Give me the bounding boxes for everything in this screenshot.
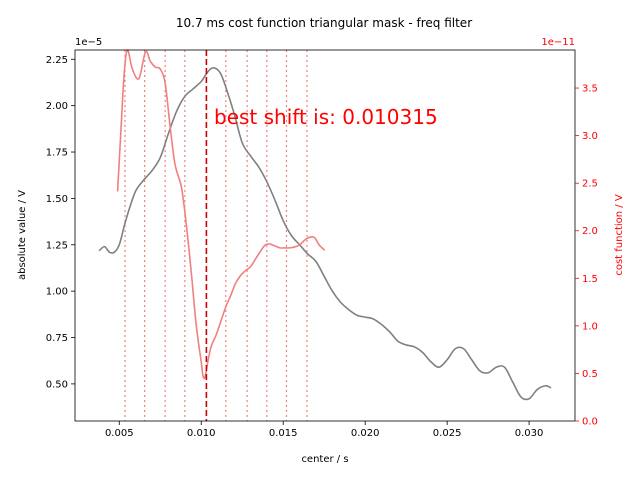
- y-left-axis-label: absolute value / V: [17, 190, 28, 280]
- x-axis-label: center / s: [301, 454, 348, 465]
- cost-function-line: [116, 49, 325, 380]
- y-left-tick-label-3: 1.25: [46, 240, 68, 251]
- y-left-tick-label-2: 1.00: [46, 287, 68, 298]
- mask-lines: [124, 50, 308, 421]
- y-right-tick-label-0: 0.0: [582, 417, 598, 428]
- x-tick-label-4: 0.025: [433, 428, 462, 439]
- y-left-tick-label-0: 0.50: [46, 379, 68, 390]
- chart-title: 10.7 ms cost function triangular mask - …: [176, 16, 472, 30]
- x-tick-label-1: 0.010: [187, 428, 216, 439]
- series-layer: [98, 49, 552, 401]
- y-left-tick-label-7: 2.25: [46, 55, 68, 66]
- y-left-axis-ticks: 0.50 0.75 1.00 1.25 1.50 1.75 2.00 2.25: [46, 55, 75, 390]
- y-left-tick-label-6: 2.00: [46, 101, 68, 112]
- left-axis-exponent: 1e−5: [75, 37, 102, 48]
- x-tick-label-3: 0.020: [351, 428, 380, 439]
- y-right-tick-label-1: 0.5: [582, 369, 598, 380]
- x-tick-label-0: 0.005: [105, 428, 134, 439]
- right-axis-exponent: 1e−11: [541, 37, 575, 48]
- y-right-tick-label-2: 1.0: [582, 321, 598, 332]
- y-right-tick-label-5: 2.5: [582, 179, 598, 190]
- x-tick-label-5: 0.030: [515, 428, 544, 439]
- plot-frame: [74, 49, 576, 422]
- absolute-value-line: [98, 67, 552, 401]
- x-tick-label-2: 0.015: [269, 428, 298, 439]
- y-right-tick-label-6: 3.0: [582, 131, 598, 142]
- y-left-tick-label-1: 0.75: [46, 333, 68, 344]
- y-left-tick-label-5: 1.75: [46, 148, 68, 159]
- best-shift-annotation: best shift is: 0.010315: [214, 105, 438, 129]
- y-left-tick-label-4: 1.50: [46, 194, 68, 205]
- y-right-tick-label-4: 2.0: [582, 226, 598, 237]
- x-axis-ticks: 0.005 0.010 0.015 0.020 0.025 0.030: [105, 421, 543, 439]
- y-right-axis-label: cost function / V: [614, 194, 625, 276]
- y-right-tick-label-3: 1.5: [582, 274, 598, 285]
- y-right-axis-ticks: 0.0 0.5 1.0 1.5 2.0 2.5 3.0 3.5: [575, 84, 598, 428]
- y-right-tick-label-7: 3.5: [582, 84, 598, 95]
